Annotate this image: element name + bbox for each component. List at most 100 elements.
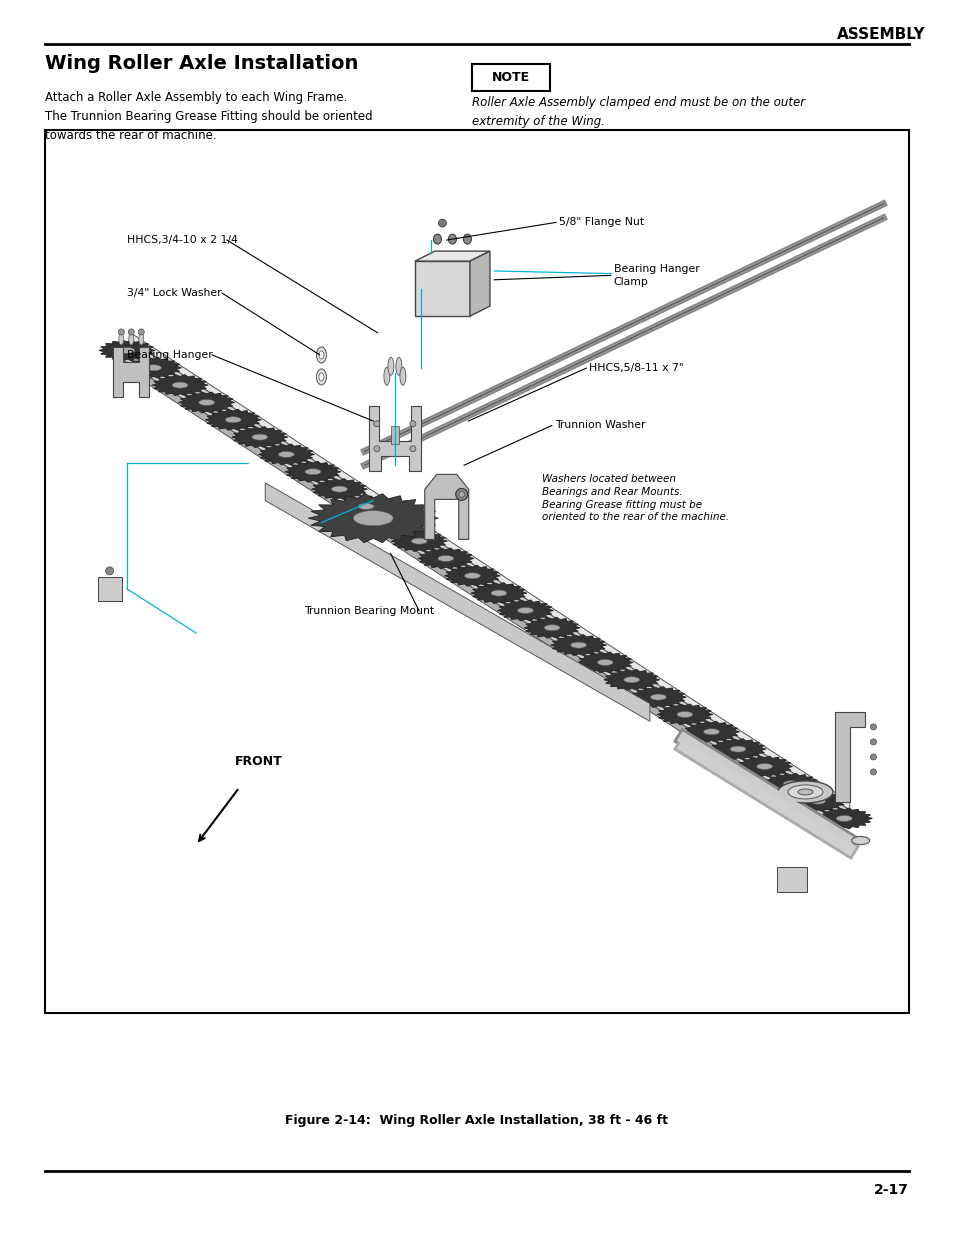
Ellipse shape — [797, 789, 812, 795]
Polygon shape — [789, 790, 845, 811]
Text: ASSEMBLY: ASSEMBLY — [836, 27, 924, 42]
Polygon shape — [391, 531, 447, 552]
Polygon shape — [550, 635, 606, 656]
Text: HHCS,3/4-10 x 2 1/4: HHCS,3/4-10 x 2 1/4 — [127, 235, 237, 245]
Polygon shape — [258, 443, 314, 464]
Polygon shape — [308, 494, 437, 542]
Polygon shape — [353, 510, 393, 526]
Ellipse shape — [395, 357, 401, 375]
Polygon shape — [464, 573, 480, 579]
Polygon shape — [597, 659, 613, 666]
Polygon shape — [152, 374, 208, 395]
Polygon shape — [205, 409, 261, 430]
Polygon shape — [99, 340, 154, 361]
Polygon shape — [305, 469, 320, 474]
Polygon shape — [729, 746, 745, 752]
Polygon shape — [471, 583, 526, 604]
Circle shape — [869, 769, 876, 774]
Ellipse shape — [787, 785, 822, 799]
Bar — [45, 130, 908, 1013]
Polygon shape — [809, 798, 825, 804]
Circle shape — [869, 753, 876, 760]
Text: Figure 2-14:  Wing Roller Axle Installation, 38 ft - 46 ft: Figure 2-14: Wing Roller Axle Installati… — [285, 1114, 668, 1128]
Polygon shape — [677, 711, 692, 718]
Polygon shape — [265, 483, 649, 721]
Polygon shape — [337, 496, 394, 517]
Polygon shape — [384, 521, 400, 527]
Text: NOTE: NOTE — [492, 72, 530, 84]
Polygon shape — [816, 808, 871, 829]
Circle shape — [374, 421, 379, 427]
Polygon shape — [285, 462, 340, 482]
Polygon shape — [603, 669, 659, 690]
Bar — [415, 261, 470, 316]
Bar — [391, 426, 398, 443]
Polygon shape — [113, 347, 149, 396]
Polygon shape — [126, 357, 181, 378]
Ellipse shape — [316, 369, 326, 385]
Polygon shape — [364, 514, 420, 535]
Ellipse shape — [456, 488, 467, 500]
Polygon shape — [232, 426, 288, 447]
Text: 3/4" Lock Washer: 3/4" Lock Washer — [127, 288, 221, 298]
Text: Trunnion Washer: Trunnion Washer — [555, 420, 644, 431]
Polygon shape — [121, 342, 849, 826]
Polygon shape — [132, 333, 849, 810]
Circle shape — [869, 739, 876, 745]
Polygon shape — [146, 364, 161, 370]
Polygon shape — [762, 773, 819, 794]
Circle shape — [374, 446, 379, 452]
Polygon shape — [491, 590, 506, 597]
Ellipse shape — [458, 492, 464, 498]
Text: 2-17: 2-17 — [873, 1183, 908, 1197]
Polygon shape — [702, 729, 719, 735]
Bar — [777, 867, 806, 892]
Ellipse shape — [777, 781, 832, 803]
Polygon shape — [570, 642, 586, 648]
Text: 5/8" Flange Nut: 5/8" Flange Nut — [558, 217, 643, 227]
Circle shape — [138, 329, 144, 335]
Ellipse shape — [399, 367, 405, 385]
Circle shape — [106, 567, 113, 574]
Polygon shape — [121, 359, 838, 835]
Polygon shape — [312, 479, 367, 500]
Text: HHCS,5/8-11 x 7": HHCS,5/8-11 x 7" — [589, 363, 683, 373]
Polygon shape — [252, 433, 268, 440]
Polygon shape — [470, 251, 490, 316]
Polygon shape — [119, 347, 134, 353]
Text: FRONT: FRONT — [234, 755, 282, 767]
Polygon shape — [682, 721, 739, 742]
Ellipse shape — [388, 357, 394, 375]
Text: Attach a Roller Axle Assembly to each Wing Frame.
The Trunnion Bearing Grease Fi: Attach a Roller Axle Assembly to each Wi… — [45, 91, 372, 142]
Ellipse shape — [448, 235, 456, 245]
Polygon shape — [444, 566, 499, 587]
Polygon shape — [650, 694, 665, 700]
Polygon shape — [172, 382, 188, 388]
Polygon shape — [497, 600, 553, 621]
Ellipse shape — [129, 333, 133, 345]
Polygon shape — [756, 763, 772, 769]
Text: Roller Axle Assembly clamped end must be on the outer
extremity of the Wing.: Roller Axle Assembly clamped end must be… — [472, 96, 804, 128]
Text: Bearing Hanger
Clamp: Bearing Hanger Clamp — [613, 264, 699, 287]
Ellipse shape — [433, 235, 441, 245]
Ellipse shape — [318, 351, 324, 359]
Polygon shape — [577, 652, 633, 673]
Polygon shape — [369, 406, 420, 472]
Ellipse shape — [383, 367, 390, 385]
Polygon shape — [415, 251, 490, 261]
Polygon shape — [178, 391, 234, 412]
Polygon shape — [278, 452, 294, 457]
Circle shape — [118, 329, 124, 335]
Text: Trunnion Bearing Mount: Trunnion Bearing Mount — [304, 606, 434, 616]
Text: Bearing Hanger: Bearing Hanger — [127, 350, 213, 359]
Bar — [97, 577, 122, 601]
Ellipse shape — [118, 333, 124, 345]
Polygon shape — [225, 416, 241, 422]
Polygon shape — [357, 504, 374, 510]
Circle shape — [438, 219, 446, 227]
Bar — [472, 64, 550, 91]
Polygon shape — [623, 677, 639, 683]
Polygon shape — [835, 711, 864, 802]
Ellipse shape — [318, 373, 324, 380]
Polygon shape — [198, 399, 214, 405]
